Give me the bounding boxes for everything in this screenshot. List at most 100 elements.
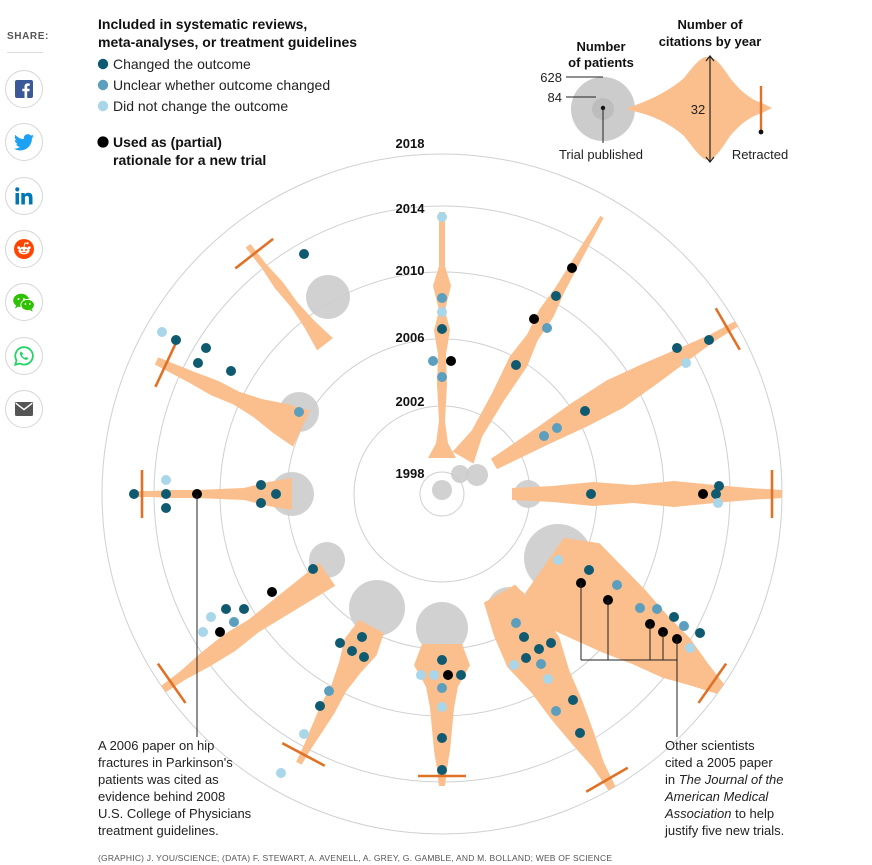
citation-dot-unclear <box>536 659 546 669</box>
citation-dot-changed <box>315 701 325 711</box>
citation-dot-unclear <box>511 618 521 628</box>
citation-dot-changed <box>161 489 171 499</box>
trial-spokes <box>129 212 782 793</box>
citation-dot-rationale <box>567 263 577 273</box>
citation-dot-changed <box>714 481 724 491</box>
citation-dot-nochange <box>437 702 447 712</box>
retraction-tick <box>697 662 728 704</box>
citation-dot-changed <box>256 498 266 508</box>
citation-dot-unclear <box>324 686 334 696</box>
legend-dot-rationale <box>97 136 109 148</box>
key-arrow-up <box>705 55 715 62</box>
share-twitter-button[interactable] <box>5 123 43 161</box>
citation-dot-changed <box>521 653 531 663</box>
citation-dot-nochange <box>276 768 286 778</box>
key-violin <box>628 56 772 160</box>
citation-dot-nochange <box>429 670 439 680</box>
retraction-tick <box>156 662 187 704</box>
share-whatsapp-button[interactable] <box>5 337 43 375</box>
citation-dot-unclear <box>542 323 552 333</box>
citation-dot-changed <box>308 564 318 574</box>
citation-dot-changed <box>456 670 466 680</box>
citation-dot-changed <box>711 489 721 499</box>
citation-dot-nochange <box>198 627 208 637</box>
citation-dot-nochange <box>681 358 691 368</box>
year-label-2002: 2002 <box>396 394 425 409</box>
retraction-tick <box>234 237 274 270</box>
citation-violin <box>483 584 616 791</box>
citation-dot-nochange <box>161 475 171 485</box>
annotation-left-line3: patients was cited as <box>98 772 219 787</box>
citation-dot-unclear <box>635 603 645 613</box>
citation-dot-nochange <box>553 555 563 565</box>
citation-dot-changed <box>437 655 447 665</box>
spoke-9 <box>156 542 345 704</box>
share-wechat-button[interactable] <box>5 283 43 321</box>
retraction-tick <box>714 307 741 351</box>
citation-dot-changed <box>271 489 281 499</box>
citation-dot-nochange <box>416 670 426 680</box>
share-linkedin-button[interactable] <box>5 177 43 215</box>
twitter-icon <box>14 133 34 151</box>
year-ring-1 <box>419 471 465 517</box>
citation-dot-unclear <box>428 356 438 366</box>
citation-dot-rationale <box>529 314 539 324</box>
credit-line: (GRAPHIC) J. YOU/SCIENCE; (DATA) F. STEW… <box>98 853 612 863</box>
citation-violin <box>245 243 333 351</box>
citation-dot-rationale <box>443 670 453 680</box>
citation-dot-changed <box>335 638 345 648</box>
citation-dot-changed <box>437 765 447 775</box>
retraction-tick <box>154 342 177 388</box>
annotation-left-line6: treatment guidelines. <box>98 823 219 838</box>
citation-dot-changed <box>672 343 682 353</box>
key-trial-published-label: Trial published <box>559 147 643 162</box>
spoke-11 <box>154 327 319 447</box>
citation-dot-nochange <box>509 660 519 670</box>
legend-label-unclear: Unclear whether outcome changed <box>113 77 330 93</box>
citation-violin <box>154 357 310 447</box>
year-label-1998: 1998 <box>396 466 425 481</box>
share-email-button[interactable] <box>5 390 43 428</box>
citation-dot-changed <box>519 632 529 642</box>
citation-dot-changed <box>299 249 309 259</box>
citation-dot-unclear <box>437 683 447 693</box>
spoke-2 <box>452 215 604 486</box>
share-rail: SHARE: <box>0 0 52 440</box>
annotation-right-line6: justify five new trials. <box>664 823 784 838</box>
year-label-2010: 2010 <box>396 263 425 278</box>
retraction-tick <box>585 766 629 793</box>
legend-title-line1: Included in systematic reviews, <box>98 16 307 32</box>
legend-dot-nochange <box>97 100 109 112</box>
spoke-5 <box>524 524 728 704</box>
citation-dot-unclear <box>679 621 689 631</box>
citation-dot-unclear <box>539 431 549 441</box>
share-reddit-button[interactable] <box>5 230 43 268</box>
legend-label-nochange: Did not change the outcome <box>113 98 288 114</box>
citation-dot-nochange <box>206 612 216 622</box>
key-citation-count: 32 <box>691 102 705 117</box>
citation-dot-nochange <box>543 674 553 684</box>
year-labels: 1998 2002 2006 2010 2014 2018 <box>396 136 426 481</box>
year-label-2014: 2014 <box>396 201 426 216</box>
whatsapp-icon <box>14 346 34 366</box>
key-n-small: 84 <box>548 90 562 105</box>
citation-dot-nochange <box>437 307 447 317</box>
citation-dot-changed <box>171 335 181 345</box>
annotation-left-line2: fractures in Parkinson's <box>98 755 233 770</box>
annotation-left-line1: A 2006 paper on hip <box>98 738 214 753</box>
patient-bubble <box>466 464 488 486</box>
patient-bubble <box>306 275 350 319</box>
citation-dot-nochange <box>157 327 167 337</box>
annotation-right: Other scientists cited a 2005 paper in T… <box>664 738 784 838</box>
citation-dot-rationale <box>267 587 277 597</box>
year-label-2006: 2006 <box>396 330 425 345</box>
legend-title-line2: meta-analyses, or treatment guidelines <box>98 34 357 50</box>
key-patients-line2: of patients <box>568 55 634 70</box>
reddit-icon <box>14 239 34 259</box>
annotation-right-line1: Other scientists <box>665 738 755 753</box>
citation-dot-rationale <box>446 356 456 366</box>
spoke-6 <box>483 584 629 793</box>
spoke-8 <box>276 580 405 778</box>
share-facebook-button[interactable] <box>5 70 43 108</box>
annotation-left-line5: U.S. College of Physicians <box>98 806 252 821</box>
